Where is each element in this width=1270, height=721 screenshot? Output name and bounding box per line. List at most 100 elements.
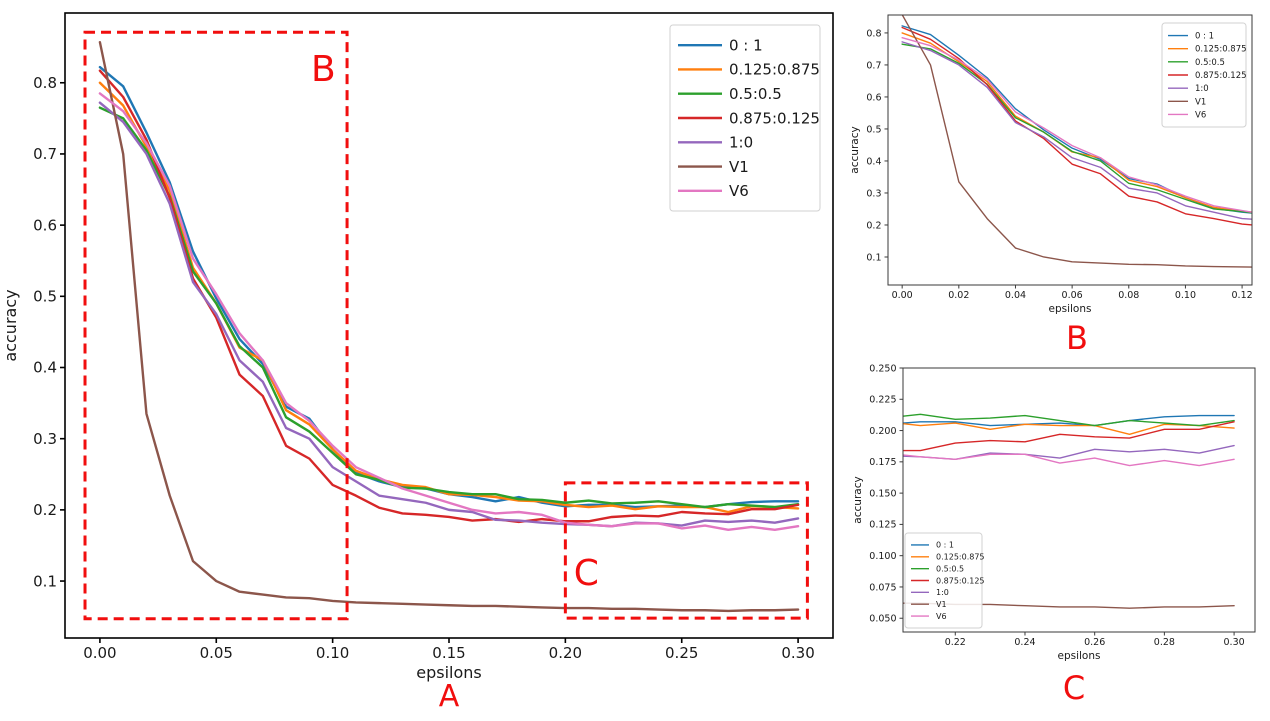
panel-c-caption: C	[1062, 669, 1086, 707]
x-tick-label: 0.28	[1154, 637, 1175, 648]
series-line-0-875-0-125	[98, 69, 800, 524]
y-tick-label: 0.075	[869, 582, 896, 593]
legend-label: 1:0	[1195, 84, 1209, 94]
panel-a-caption: A	[438, 679, 460, 714]
x-tick-label: 0.12	[1232, 290, 1253, 301]
series-line-1-0	[98, 101, 800, 528]
legend: 0 : 1 0.125:0.875 0.5:0.5 0.875:0.125 1:0 V1 V…	[904, 532, 985, 629]
y-tick-label: 0.050	[869, 614, 896, 625]
panel-a-chart: 0.00 0.05 0.10 0.15 0.20 0.25 0.30 0.1 0.2 0.3 0.4…	[1, 12, 834, 682]
x-tick-label: 0.08	[1118, 290, 1139, 301]
legend-label: 0.125:0.875	[1195, 45, 1247, 55]
series-line-V6	[903, 453, 1235, 467]
legend-label: 1:0	[936, 588, 949, 597]
y-tick-label: 0.150	[869, 488, 896, 499]
x-tick-label: 0.15	[432, 644, 465, 662]
x-tick-label: 0.30	[781, 644, 814, 662]
legend-label: V1	[729, 158, 749, 176]
y-tick-label: 0.5	[866, 124, 881, 135]
y-tick-label: 0.175	[869, 457, 896, 468]
legend-label: 0.5:0.5	[1195, 58, 1225, 68]
series-line-0-5-0-5	[901, 43, 1252, 214]
x-tick-label: 0.26	[1084, 637, 1105, 648]
y-tick-label: 0.4	[866, 156, 881, 167]
y-tick-label: 0.6	[33, 216, 57, 234]
x-axis-label: epsilons	[416, 663, 482, 682]
x-tick-label: 0.25	[665, 644, 698, 662]
x-tick-label: 0.10	[1175, 290, 1196, 301]
series-line-0-5-0-5	[98, 106, 800, 509]
series-line-V6	[901, 37, 1252, 213]
legend-box	[669, 24, 821, 212]
zoom-region-b	[83, 30, 349, 621]
zoom-region-label-b: B	[311, 49, 336, 90]
series-line-V1	[98, 40, 800, 613]
y-tick-label: 0.2	[866, 220, 881, 231]
x-axis-label: epsilons	[1049, 303, 1092, 315]
series-line-0-125-0-875	[903, 422, 1235, 436]
legend-label: 0.125:0.875	[936, 553, 985, 562]
x-tick-label: 0.02	[948, 290, 969, 301]
y-tick-label: 0.8	[33, 74, 57, 92]
legend: 0 : 1 0.125:0.875 0.5:0.5 0.875:0.125 1:0 V1 V…	[669, 24, 821, 212]
legend-label: 0.875:0.125	[729, 109, 820, 127]
y-tick-label: 0.1	[33, 572, 57, 590]
legend-label: V6	[936, 612, 947, 621]
y-tick-label: 0.7	[33, 145, 57, 163]
x-tick-label: 0.00	[83, 644, 116, 662]
x-tick-label: 0.22	[945, 637, 966, 648]
x-tick-label: 0.05	[200, 644, 233, 662]
x-tick-label: 0.06	[1062, 290, 1083, 301]
y-axis-label: accuracy	[850, 126, 861, 173]
legend-label: 0.5:0.5	[936, 564, 964, 573]
legend-label: V6	[1195, 110, 1206, 120]
series-line-0-875-0-125	[903, 421, 1235, 452]
y-tick-label: 0.200	[869, 426, 896, 437]
plot-border	[887, 14, 1253, 286]
y-tick-label: 0.8	[866, 28, 881, 39]
panel-b-chart: 0.00 0.02 0.04 0.06 0.08 0.10 0.12 0.1 0.2 0.3 0.4…	[850, 14, 1253, 315]
legend-label: 0.5:0.5	[729, 85, 782, 103]
legend-label: 1:0	[729, 134, 753, 152]
x-tick-label: 0.04	[1005, 290, 1026, 301]
legend: 0 : 1 0.125:0.875 0.5:0.5 0.875:0.125 1:0 V1 V…	[1161, 22, 1247, 128]
legend-label: 0.875:0.125	[1195, 71, 1247, 81]
x-tick-label: 0.00	[892, 290, 913, 301]
series-line-1-0	[901, 41, 1252, 220]
y-tick-label: 0.125	[869, 520, 896, 531]
y-axis-label: accuracy	[852, 476, 864, 523]
x-tick-label: 0.30	[1224, 637, 1245, 648]
y-tick-label: 0.5	[33, 288, 57, 306]
zoom-region-label-c: C	[574, 553, 599, 594]
series-line-0-875-0-125	[901, 26, 1252, 226]
legend-label: V6	[729, 182, 749, 200]
legend-label: V1	[936, 600, 947, 609]
plot-border	[902, 367, 1256, 633]
legend-label: 0.875:0.125	[936, 576, 985, 585]
series-line-0-1	[903, 414, 1235, 427]
y-tick-label: 0.1	[866, 252, 881, 263]
plot-border	[64, 12, 834, 639]
series-line-V1	[901, 15, 1252, 268]
x-tick-label: 0.24	[1014, 637, 1035, 648]
y-tick-label: 0.100	[869, 551, 896, 562]
y-tick-label: 0.6	[866, 92, 881, 103]
legend-label: 0 : 1	[936, 541, 954, 550]
legend-label: 0 : 1	[1195, 32, 1214, 42]
y-tick-label: 0.3	[866, 188, 881, 199]
series-line-0-5-0-5	[903, 413, 1235, 427]
panel-c-chart: 0.22 0.24 0.26 0.28 0.30 0.050 0.075 0.100 0.125…	[852, 363, 1256, 662]
series-line-V1	[903, 602, 1235, 609]
series-line-V6	[98, 92, 800, 531]
x-tick-label: 0.20	[549, 644, 582, 662]
y-tick-label: 0.250	[869, 363, 896, 374]
legend-label: 0 : 1	[729, 36, 763, 54]
series-line-0-1	[901, 25, 1252, 214]
y-axis-label: accuracy	[1, 289, 20, 361]
legend-label: V1	[1195, 97, 1206, 107]
x-tick-label: 0.10	[316, 644, 349, 662]
y-tick-label: 0.7	[866, 60, 881, 71]
series-line-1-0	[903, 444, 1235, 461]
panel-b-caption: B	[1066, 319, 1088, 357]
